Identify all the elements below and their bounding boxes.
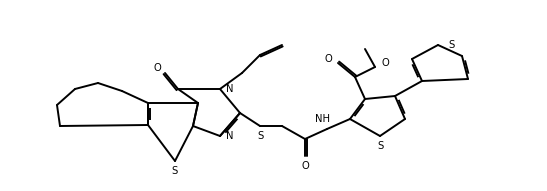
Text: O: O xyxy=(381,58,389,68)
Text: O: O xyxy=(153,63,161,73)
Text: S: S xyxy=(448,40,454,50)
Text: NH: NH xyxy=(315,114,329,124)
Text: N: N xyxy=(226,131,234,141)
Text: S: S xyxy=(257,131,263,141)
Text: S: S xyxy=(377,141,383,151)
Text: O: O xyxy=(301,161,309,171)
Text: S: S xyxy=(172,166,178,176)
Text: N: N xyxy=(226,84,234,94)
Text: O: O xyxy=(324,54,332,64)
